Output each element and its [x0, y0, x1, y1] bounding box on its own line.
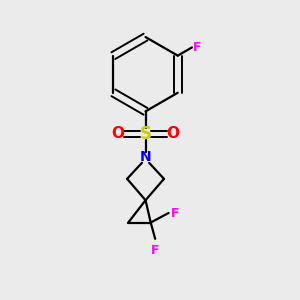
- Text: F: F: [151, 244, 159, 257]
- Text: F: F: [171, 206, 179, 220]
- Text: S: S: [140, 125, 152, 143]
- Text: N: N: [140, 150, 152, 164]
- Text: O: O: [112, 126, 125, 141]
- Text: F: F: [194, 41, 202, 54]
- Text: O: O: [167, 126, 179, 141]
